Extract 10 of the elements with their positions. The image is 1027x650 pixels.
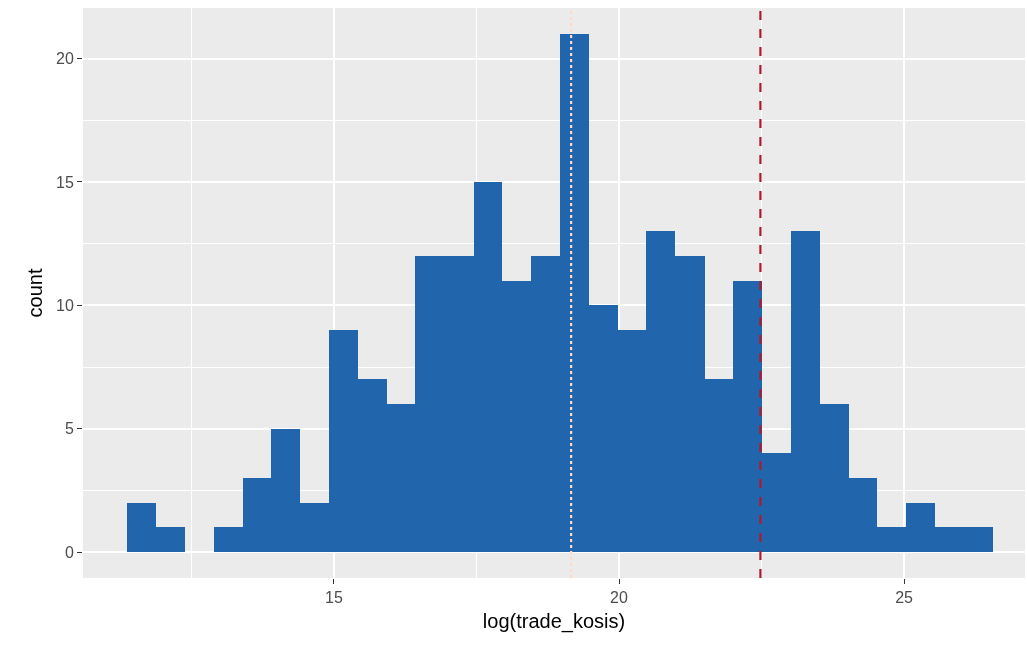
x-tick-label: 20 (610, 589, 628, 607)
y-tick-label: 5 (64, 420, 74, 438)
y-tick-label: 0 (64, 543, 74, 561)
y-tick-label: 15 (56, 173, 74, 191)
x-tick-label: 25 (895, 589, 914, 607)
x-tick-label: 15 (325, 589, 343, 607)
y-tick-label: 20 (56, 50, 74, 68)
x-axis-title: log(trade_kosis) (482, 609, 626, 633)
y-axis-title: count (23, 268, 46, 318)
y-tick-label: 10 (56, 296, 74, 314)
